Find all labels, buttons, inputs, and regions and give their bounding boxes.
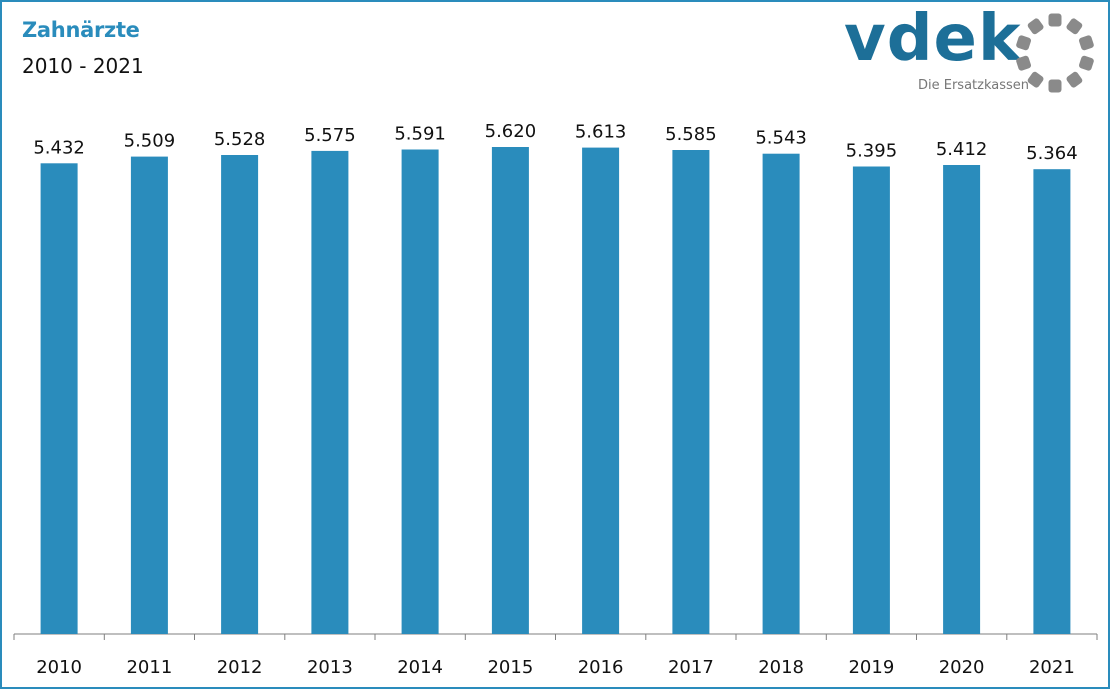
logo-ring-segment — [1048, 79, 1062, 93]
chart-subtitle: 2010 - 2021 — [22, 54, 144, 78]
data-label-2011: 5.509 — [124, 131, 176, 152]
logo-ring-segment — [1048, 13, 1062, 27]
bar-2019 — [852, 166, 890, 634]
data-label-2019: 5.395 — [846, 141, 898, 162]
logo-tagline: Die Ersatzkassen — [918, 78, 1030, 93]
logo-ring-segment — [1016, 35, 1032, 51]
x-tick-label-2014: 2014 — [397, 657, 443, 678]
x-tick-label-2018: 2018 — [758, 657, 804, 678]
bar-2018 — [762, 153, 800, 634]
bar-2011 — [130, 156, 168, 634]
x-tick-label-2011: 2011 — [126, 657, 172, 678]
bar-2015 — [491, 147, 529, 634]
x-tick-label-2016: 2016 — [578, 657, 624, 678]
x-tick-label-2021: 2021 — [1029, 657, 1075, 678]
logo-ring-segment — [1027, 18, 1044, 35]
bar-2016 — [582, 147, 620, 634]
logo-ring-segment — [1066, 18, 1083, 35]
logo-ring-icon — [1016, 13, 1094, 93]
bar-2017 — [672, 150, 710, 634]
data-label-2014: 5.591 — [394, 124, 446, 145]
logo-ring-segment — [1027, 71, 1044, 88]
x-tick-label-2020: 2020 — [939, 657, 985, 678]
logo-wordmark: vdek — [844, 2, 1022, 76]
x-tick-label-2017: 2017 — [668, 657, 714, 678]
logo-ring-segment — [1016, 55, 1032, 71]
bar-2021 — [1033, 169, 1071, 634]
data-label-2013: 5.575 — [304, 125, 356, 146]
data-label-2020: 5.412 — [936, 139, 988, 160]
data-label-2017: 5.585 — [665, 124, 717, 145]
x-tick-label-2013: 2013 — [307, 657, 353, 678]
data-label-2010: 5.432 — [33, 137, 85, 158]
bar-2020 — [943, 165, 981, 634]
data-label-2018: 5.543 — [755, 128, 807, 149]
data-label-2015: 5.620 — [485, 121, 537, 142]
data-label-2021: 5.364 — [1026, 143, 1078, 164]
x-tick-label-2019: 2019 — [848, 657, 894, 678]
x-tick-label-2012: 2012 — [217, 657, 263, 678]
x-tick-label-2015: 2015 — [487, 657, 533, 678]
vdek-logo: vdek Die Ersatzkassen — [840, 2, 1100, 100]
x-tick-label-2010: 2010 — [36, 657, 82, 678]
bar-2010 — [40, 163, 78, 635]
chart-title: Zahnärzte — [22, 18, 140, 42]
logo-ring-segment — [1078, 35, 1094, 51]
bar-2012 — [221, 155, 259, 634]
logo-ring-segment — [1066, 71, 1083, 88]
data-label-2016: 5.613 — [575, 122, 627, 143]
data-label-2012: 5.528 — [214, 129, 266, 150]
logo-ring-segment — [1078, 55, 1094, 71]
bar-2014 — [401, 149, 439, 634]
bar-2013 — [311, 150, 349, 634]
